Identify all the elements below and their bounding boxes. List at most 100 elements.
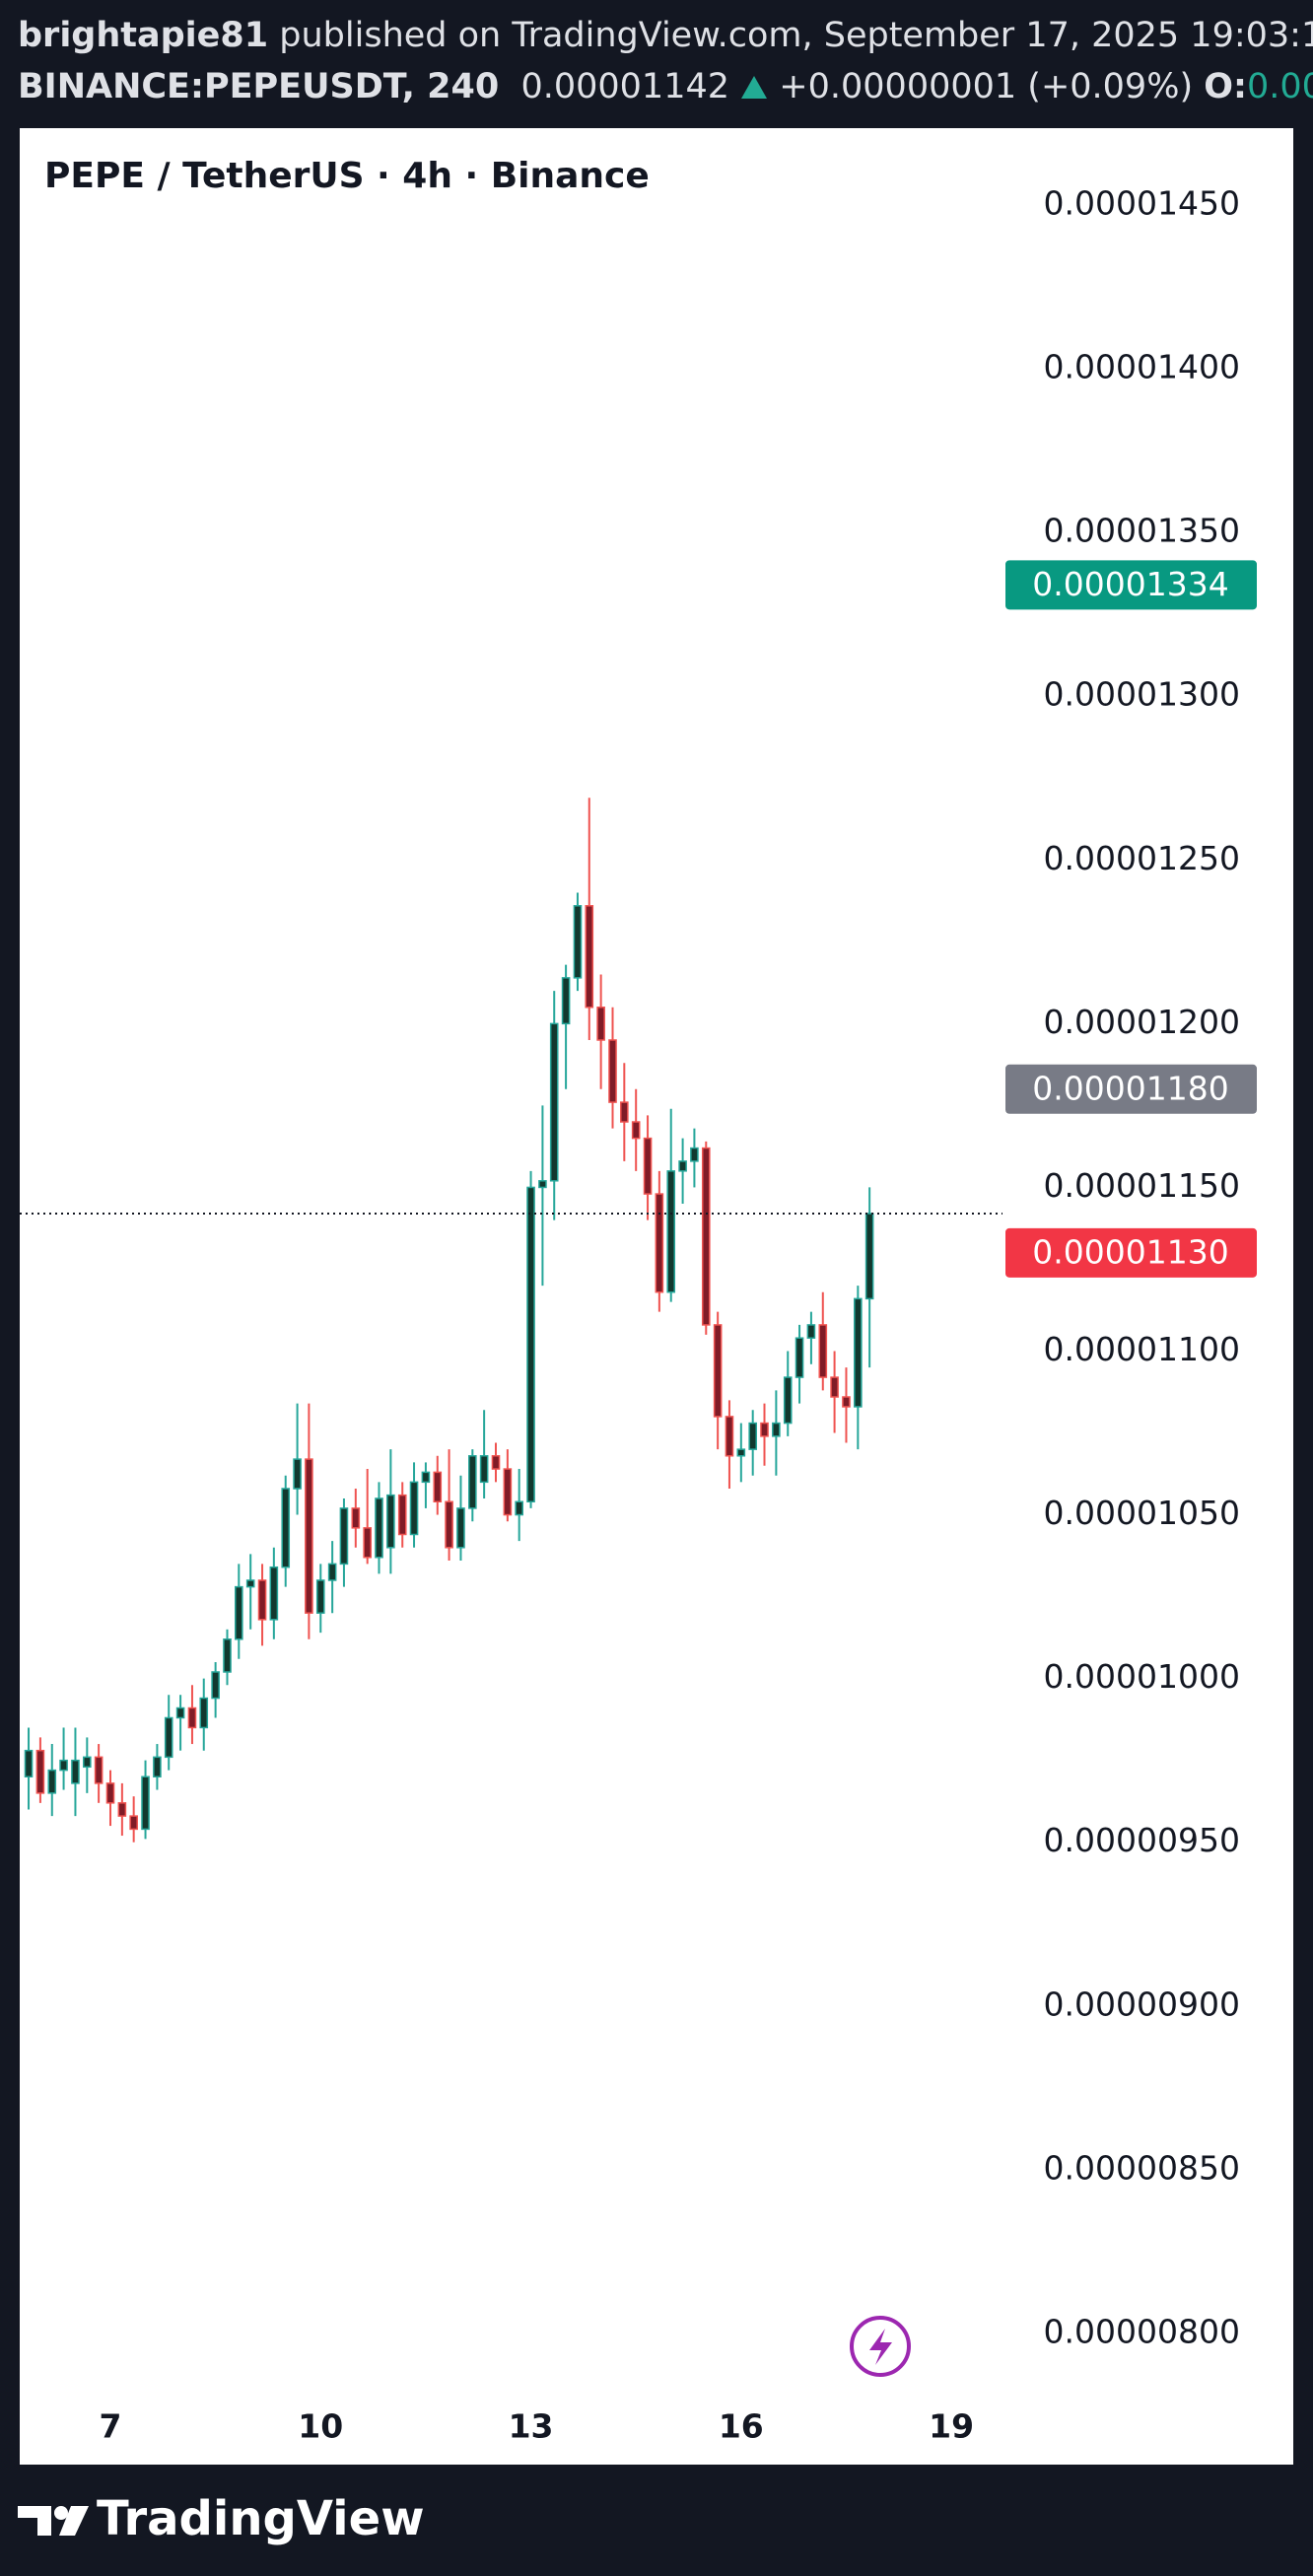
candle-body xyxy=(655,1193,664,1293)
lightning-icon xyxy=(850,2316,911,2377)
candle-body xyxy=(293,1458,302,1490)
y-tick-label: 0.00000850 xyxy=(1044,2148,1240,2187)
candle-body xyxy=(281,1488,291,1568)
open-value: 0.000011 xyxy=(1247,67,1313,106)
x-tick-label: 13 xyxy=(509,2407,554,2446)
x-tick-label: 16 xyxy=(719,2407,764,2446)
candle-body xyxy=(666,1170,676,1293)
candle-body xyxy=(783,1376,793,1425)
candle-body xyxy=(596,1007,605,1041)
candle-body xyxy=(538,1180,547,1189)
header: brightapie81 published on TradingView.co… xyxy=(18,10,1313,112)
candle-body xyxy=(175,1706,185,1719)
candle-body xyxy=(71,1759,80,1784)
symbol: BINANCE:PEPEUSDT, 240 xyxy=(18,67,500,106)
candle-body xyxy=(701,1147,711,1326)
candle-body xyxy=(24,1749,34,1778)
candle-body xyxy=(153,1756,162,1778)
candle-body xyxy=(468,1455,477,1509)
candle-body xyxy=(141,1775,150,1831)
candle-body xyxy=(818,1324,828,1378)
price-badge xyxy=(1005,1064,1257,1114)
candle-body xyxy=(211,1671,220,1700)
chart-title: PEPE / TetherUS · 4h · Binance xyxy=(44,156,650,196)
candle-body xyxy=(94,1756,104,1784)
candle-body xyxy=(456,1507,465,1549)
header-line-2: BINANCE:PEPEUSDT, 240 0.00001142 +0.0000… xyxy=(18,61,1313,112)
candle-body xyxy=(713,1324,723,1418)
candle-body xyxy=(199,1697,209,1729)
candle-body xyxy=(386,1494,395,1549)
candle-body xyxy=(503,1468,513,1516)
candle-body xyxy=(83,1756,92,1769)
candle-body xyxy=(854,1297,863,1408)
candle-body xyxy=(842,1396,851,1408)
user: brightapie81 xyxy=(18,16,269,55)
candle-body xyxy=(47,1769,57,1794)
candle-body xyxy=(105,1782,115,1804)
y-tick-label: 0.00001100 xyxy=(1044,1330,1240,1368)
price-badge-label: 0.00001334 xyxy=(1032,565,1228,603)
x-tick-label: 19 xyxy=(929,2407,974,2446)
candle-body xyxy=(35,1749,45,1794)
candle-body xyxy=(59,1759,68,1772)
y-tick-label: 0.00000900 xyxy=(1044,1984,1240,2023)
candle-body xyxy=(269,1566,279,1621)
brand-logo xyxy=(18,2506,89,2536)
candle-body xyxy=(725,1416,734,1457)
candle-body xyxy=(433,1471,443,1503)
price-badge xyxy=(1005,560,1257,610)
candle-body xyxy=(445,1500,453,1549)
y-tick-label: 0.00001300 xyxy=(1044,675,1240,714)
y-tick-label: 0.00001450 xyxy=(1044,184,1240,223)
y-tick-label: 0.00001200 xyxy=(1044,1003,1240,1041)
candle-body xyxy=(363,1527,372,1559)
candle-body xyxy=(479,1455,489,1484)
candle-body xyxy=(561,977,571,1025)
candle-body xyxy=(864,1213,874,1300)
candle-body xyxy=(339,1507,349,1566)
last-price: 0.00001142 xyxy=(520,67,730,106)
candle-body xyxy=(678,1160,687,1172)
candle-body xyxy=(235,1585,243,1640)
candle-body xyxy=(351,1507,361,1529)
candle-body xyxy=(806,1324,816,1339)
candle-body xyxy=(830,1376,839,1398)
header-line-1: brightapie81 published on TradingView.co… xyxy=(18,10,1313,61)
published: published on TradingView.com, September … xyxy=(279,16,1313,55)
candle-body xyxy=(129,1815,138,1831)
y-tick-label: 0.00001400 xyxy=(1044,348,1240,386)
y-tick-label: 0.00001350 xyxy=(1044,512,1240,550)
candle-body xyxy=(573,905,583,979)
candle-body xyxy=(327,1563,337,1581)
candle-body xyxy=(748,1422,758,1450)
open-label: O: xyxy=(1204,67,1247,106)
candle-body xyxy=(223,1638,232,1673)
price-badge xyxy=(1005,1227,1257,1278)
x-tick-label: 10 xyxy=(298,2407,343,2446)
y-tick-label: 0.00001150 xyxy=(1044,1166,1240,1205)
candle-body xyxy=(772,1422,781,1437)
x-tick-label: 7 xyxy=(100,2407,122,2446)
up-arrow xyxy=(741,76,768,99)
y-tick-label: 0.00001000 xyxy=(1044,1657,1240,1696)
candle-body xyxy=(305,1458,313,1614)
candle-body xyxy=(491,1455,501,1470)
candle-body xyxy=(245,1579,255,1588)
candle-body xyxy=(515,1500,523,1516)
candle-body xyxy=(421,1471,431,1484)
candle-body xyxy=(643,1137,653,1195)
change: +0.00000001 (+0.09%) xyxy=(779,67,1194,106)
y-tick-label: 0.00000950 xyxy=(1044,1821,1240,1859)
candle-body xyxy=(760,1422,769,1437)
candle-body xyxy=(187,1706,197,1729)
candle-body xyxy=(795,1337,804,1378)
chart-panel xyxy=(20,128,1293,2465)
brand: TradingView xyxy=(97,2491,425,2546)
candle-body xyxy=(620,1101,629,1123)
candle-body xyxy=(736,1448,746,1457)
candle-body xyxy=(315,1579,325,1614)
candle-body xyxy=(397,1494,407,1536)
